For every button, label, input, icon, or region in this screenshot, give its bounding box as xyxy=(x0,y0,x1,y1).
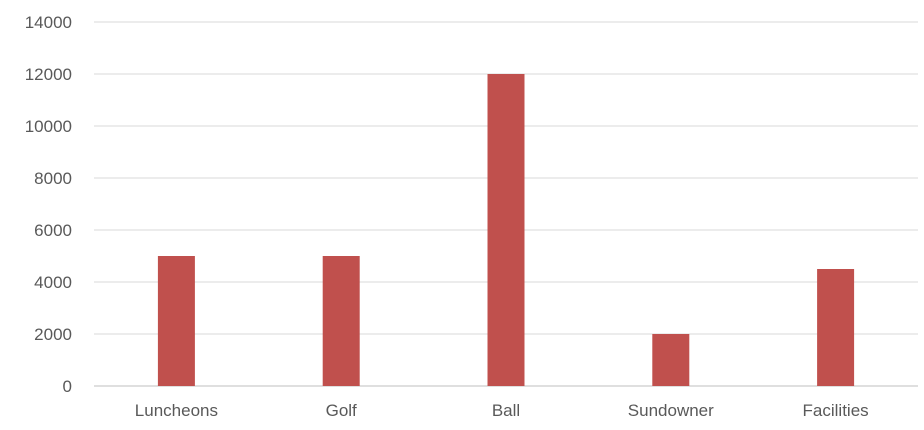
bar-luncheons xyxy=(157,256,195,386)
y-tick-label: 2000 xyxy=(34,325,72,344)
y-tick-label: 12000 xyxy=(25,65,72,84)
x-tick-label: Sundowner xyxy=(628,401,714,420)
y-tick-label: 6000 xyxy=(34,221,72,240)
bar-sundowner xyxy=(652,334,690,386)
x-tick-label: Ball xyxy=(492,401,520,420)
y-tick-label: 10000 xyxy=(25,117,72,136)
y-tick-label: 0 xyxy=(63,377,72,396)
x-tick-label: Golf xyxy=(326,401,357,420)
y-tick-label: 14000 xyxy=(25,13,72,32)
bar-facilities xyxy=(817,269,855,386)
bars xyxy=(157,74,855,386)
y-tick-label: 4000 xyxy=(34,273,72,292)
y-axis-tick-labels: 0 2000 4000 6000 8000 10000 12000 14000 xyxy=(25,13,72,396)
y-tick-label: 8000 xyxy=(34,169,72,188)
bar-ball xyxy=(487,74,525,386)
x-tick-label: Facilities xyxy=(803,401,869,420)
bar-golf xyxy=(322,256,360,386)
x-axis-tick-labels: Luncheons Golf Ball Sundowner Facilities xyxy=(135,401,869,420)
x-tick-label: Luncheons xyxy=(135,401,218,420)
